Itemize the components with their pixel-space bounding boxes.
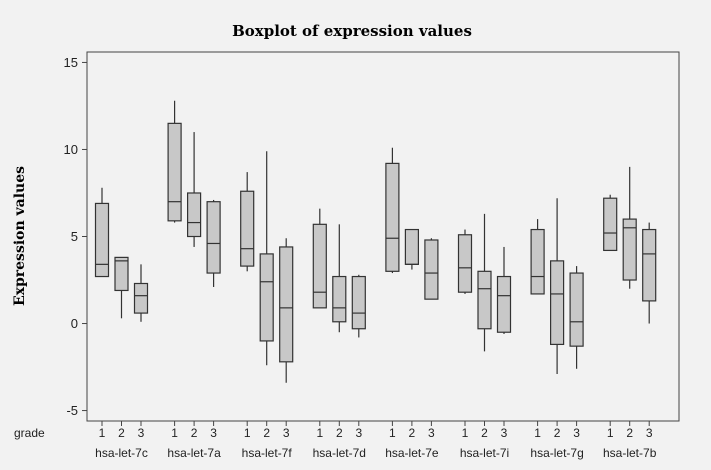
box <box>603 197 618 252</box>
x-axis-label: grade <box>14 426 45 440</box>
box <box>642 228 657 302</box>
box <box>279 246 294 363</box>
grade-tick-label: 3 <box>501 426 508 440</box>
box <box>424 239 439 300</box>
box-group-hsa-let-7b <box>603 166 657 324</box>
grade-tick-label: 1 <box>99 426 106 440</box>
box <box>549 260 565 346</box>
box-group-hsa-let-7a <box>167 100 221 287</box>
grade-tick-label: 2 <box>409 426 416 440</box>
grade-tick-label: 1 <box>607 426 614 440</box>
plot-area <box>86 51 680 422</box>
box <box>385 162 400 272</box>
group-label: hsa-let-7g <box>530 446 583 460</box>
grade-tick-label: 2 <box>554 426 561 440</box>
box <box>312 223 327 309</box>
box <box>457 234 473 293</box>
grade-tick-label: 3 <box>138 426 145 440</box>
box <box>404 228 419 265</box>
y-axis: -5 0 5 10 15 <box>64 55 87 418</box>
box <box>187 192 202 238</box>
box <box>332 275 347 323</box>
box <box>351 275 366 330</box>
grade-tick-label: 1 <box>389 426 396 440</box>
box <box>94 202 110 278</box>
grade-tick-label: 1 <box>171 426 178 440</box>
box-group-hsa-let-7f <box>240 151 294 383</box>
group-label: hsa-let-7f <box>242 446 293 460</box>
grade-tick-label: 3 <box>283 426 290 440</box>
grade-tick-label: 2 <box>626 426 633 440</box>
box <box>622 218 637 281</box>
chart-title: Boxplot of expression values <box>232 22 472 40</box>
grade-tick-label: 2 <box>263 426 270 440</box>
grade-tick-label: 3 <box>428 426 435 440</box>
box-group-hsa-let-7c <box>94 187 149 322</box>
box <box>496 275 512 333</box>
box <box>530 228 545 295</box>
y-tick-label: 5 <box>71 229 78 244</box>
grade-tick-label: 3 <box>355 426 362 440</box>
boxes <box>94 100 657 383</box>
grade-tick-label: 3 <box>646 426 653 440</box>
grade-tick-label: 2 <box>481 426 488 440</box>
group-label: hsa-let-7b <box>603 446 657 460</box>
grade-tick-label: 3 <box>210 426 217 440</box>
box-group-hsa-let-7i <box>457 213 512 352</box>
box-group-hsa-let-7e <box>385 147 439 300</box>
box <box>114 256 129 292</box>
box <box>167 122 182 222</box>
grade-tick-label: 3 <box>573 426 580 440</box>
y-tick-label: 0 <box>71 316 78 331</box>
group-label: hsa-let-7e <box>385 446 439 460</box>
box <box>240 190 255 267</box>
group-label: hsa-let-7c <box>95 446 148 460</box>
grade-tick-label: 1 <box>316 426 323 440</box>
box <box>206 201 221 274</box>
box <box>259 253 274 342</box>
group-label: hsa-let-7a <box>167 446 221 460</box>
grade-tick-label: 2 <box>118 426 125 440</box>
group-label: hsa-let-7d <box>313 446 366 460</box>
box <box>133 282 149 314</box>
grade-tick-label: 2 <box>336 426 343 440</box>
group-label: hsa-let-7i <box>460 446 509 460</box>
grade-tick-label: 1 <box>244 426 251 440</box>
box <box>477 270 492 330</box>
box-group-hsa-let-7g <box>530 198 584 375</box>
y-tick-label: -5 <box>66 403 78 418</box>
y-tick-label: 10 <box>64 142 78 157</box>
y-axis-label: Expression values <box>12 166 28 306</box>
grade-tick-label: 1 <box>462 426 469 440</box>
y-tick-label: 15 <box>64 55 78 70</box>
grade-tick-label: 2 <box>191 426 198 440</box>
box-group-hsa-let-7d <box>312 208 366 338</box>
box <box>569 272 584 347</box>
grade-tick-label: 1 <box>534 426 541 440</box>
